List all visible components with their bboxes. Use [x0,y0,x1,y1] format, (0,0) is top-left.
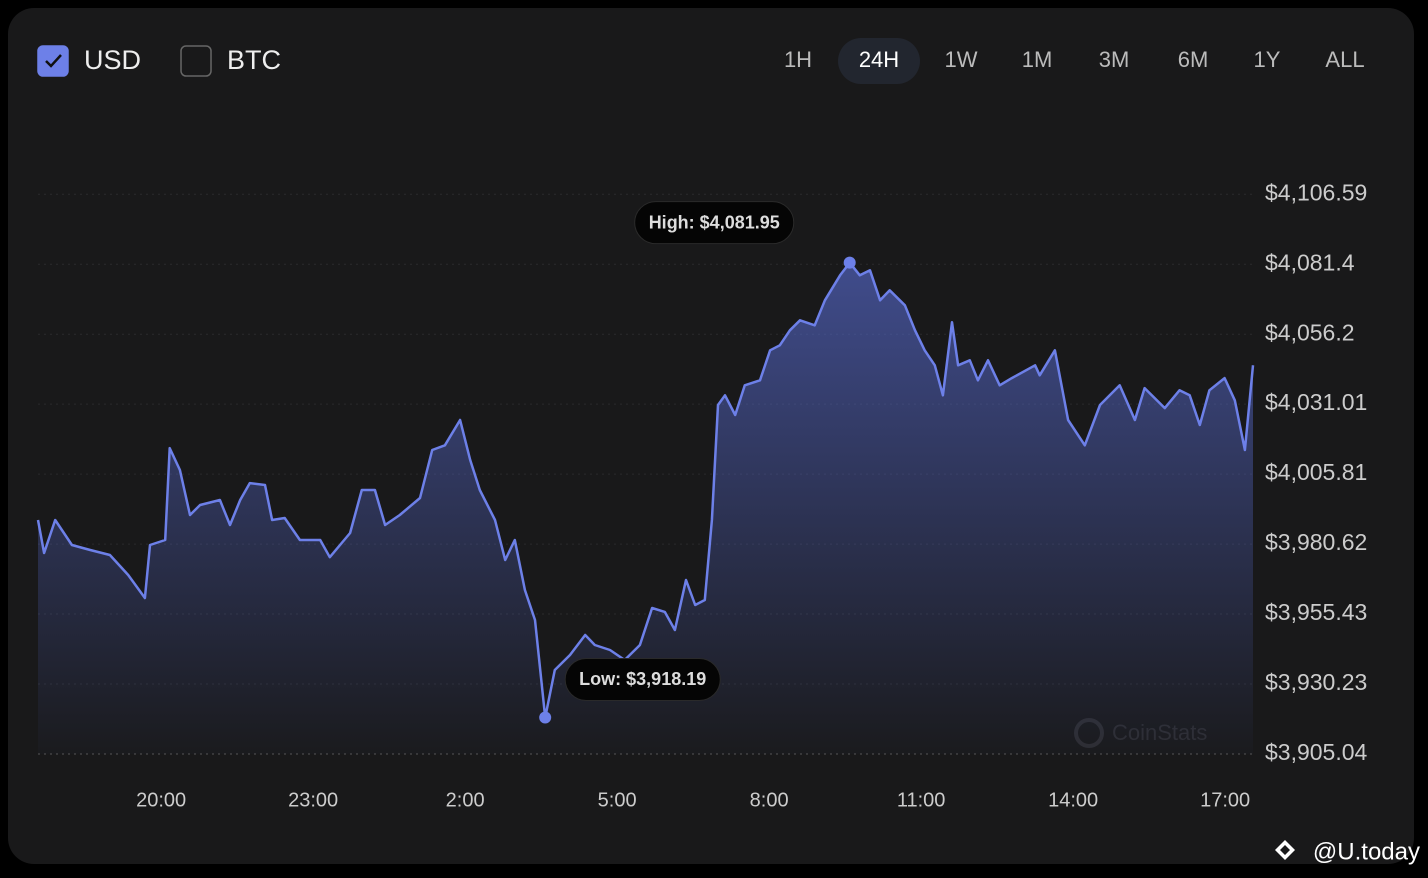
currency-toggle[interactable]: USD [37,45,141,77]
range-button[interactable]: 24H [838,38,920,84]
y-tick-label: $3,955.43 [1265,599,1367,625]
range-button[interactable]: 3M [1099,47,1130,72]
footer-icon [1275,840,1295,860]
range-button[interactable]: 1W [945,47,978,72]
range-label: 1M [1022,47,1053,72]
range-label: 1H [784,47,812,72]
extreme-marker [539,711,552,724]
y-tick-label: $4,031.01 [1265,389,1367,415]
y-tick-label: $3,905.04 [1265,739,1368,765]
x-tick-label: 14:00 [1048,789,1098,811]
annotation: Low: $3,918.19 [564,657,721,701]
range-button[interactable]: 1Y [1254,47,1281,72]
x-tick-label: 2:00 [446,789,485,811]
range-selected-bg [838,38,920,84]
range-button[interactable]: 1H [784,47,812,72]
annotation-bg [634,201,795,245]
range-label: 24H [859,47,899,72]
range-label: 1W [945,47,978,72]
range-button[interactable]: 6M [1178,47,1209,72]
annotation-bg [564,657,721,701]
footer-watermark: @U.today [1313,838,1420,865]
checkbox [37,45,69,77]
y-tick-label: $4,106.59 [1265,179,1367,205]
annotation-text: High: $4,081.95 [649,212,780,232]
extreme-marker [843,256,856,269]
y-tick-label: $4,005.81 [1265,459,1367,485]
x-tick-label: 8:00 [750,789,789,811]
x-tick-label: 11:00 [897,789,946,811]
annotation-text: Low: $3,918.19 [579,669,706,689]
y-tick-label: $3,930.23 [1265,669,1367,695]
x-tick-label: 5:00 [598,789,637,811]
range-label: 6M [1178,47,1209,72]
y-tick-label: $4,056.2 [1265,319,1355,345]
range-button[interactable]: 1M [1022,47,1053,72]
checkbox [180,45,212,77]
annotation: High: $4,081.95 [634,201,795,245]
y-tick-label: $3,980.62 [1265,529,1367,555]
range-label: 1Y [1254,47,1281,72]
check-mark [45,54,62,68]
x-tick-label: 20:00 [136,789,186,811]
range-button[interactable]: ALL [1325,47,1364,72]
price-line [36,261,1255,719]
y-tick-label: $4,081.4 [1265,249,1355,275]
currency-label: BTC [227,45,281,75]
currency-label: USD [84,45,141,75]
area-fill [38,262,1253,754]
range-label: 3M [1099,47,1130,72]
range-label: ALL [1325,47,1364,72]
x-tick-label: 17:00 [1200,789,1250,811]
currency-toggle[interactable]: BTC [180,45,281,77]
x-tick-label: 23:00 [288,789,338,811]
